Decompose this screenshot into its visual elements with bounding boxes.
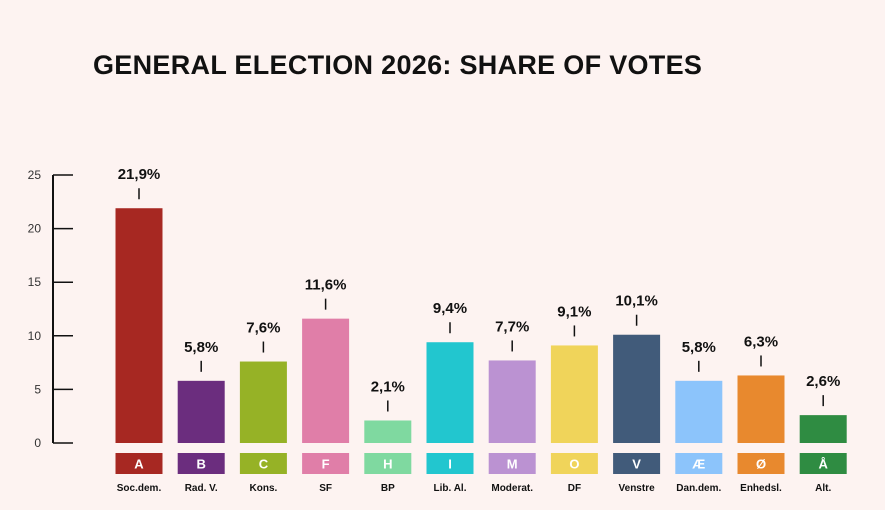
party-letter-box <box>364 453 412 474</box>
party-letter-box <box>675 453 723 474</box>
bar <box>426 342 474 443</box>
category-label: Rad. V. <box>185 483 218 494</box>
category-label: DF <box>568 483 581 494</box>
party-letter: M <box>507 457 518 472</box>
value-label: 5,8% <box>682 339 716 356</box>
party-letter-box <box>302 453 350 474</box>
bar <box>550 345 598 443</box>
category-label: Soc.dem. <box>117 483 162 494</box>
category-label: Lib. Al. <box>434 483 467 494</box>
party-letter-box <box>550 453 598 474</box>
value-label: 7,7% <box>495 318 529 335</box>
category-label: BP <box>381 483 395 494</box>
y-tick-label: 0 <box>34 436 41 450</box>
party-letter: O <box>569 457 579 472</box>
y-tick-label: 15 <box>28 275 42 289</box>
bar <box>239 361 287 443</box>
value-label: 2,6% <box>806 373 840 390</box>
bar <box>177 380 225 443</box>
chart-title: GENERAL ELECTION 2026: SHARE OF VOTES <box>93 50 703 80</box>
bar <box>737 375 785 443</box>
value-label: 10,1% <box>615 293 658 310</box>
party-letter-box <box>488 453 536 474</box>
bar <box>364 420 412 443</box>
y-tick-label: 10 <box>28 329 42 343</box>
party-letter: A <box>134 457 144 472</box>
category-label: Dan.dem. <box>676 483 721 494</box>
party-letter-box <box>239 453 287 474</box>
party-letter: F <box>322 457 330 472</box>
party-letter: C <box>259 457 269 472</box>
x-axis-labels: A Soc.dem. B Rad. V. C Kons. F SF H BP I Lib. Al. MM… <box>115 453 847 494</box>
party-letter-box <box>737 453 785 474</box>
party-letter: Æ <box>692 457 705 472</box>
y-axis: 0 5 10 15 20 25 <box>28 168 73 450</box>
party-letter: V <box>632 457 641 472</box>
value-label: 21,9% <box>118 166 161 183</box>
y-tick-label: 25 <box>28 168 42 182</box>
category-label: Kons. <box>250 483 278 494</box>
party-letter: Ø <box>756 457 766 472</box>
bar <box>115 208 163 443</box>
party-letter: B <box>197 457 206 472</box>
category-label: Alt. <box>815 483 831 494</box>
value-label: 2,1% <box>371 378 405 395</box>
bars <box>115 208 847 443</box>
category-label: Moderat. <box>491 483 533 494</box>
party-letter-box <box>613 453 661 474</box>
bar <box>302 318 350 443</box>
value-label: 11,6% <box>305 277 347 294</box>
party-letter: I <box>448 457 452 472</box>
value-label: 5,8% <box>184 339 218 356</box>
value-label: 9,1% <box>557 303 591 320</box>
value-label: 9,4% <box>433 300 467 317</box>
party-letter-box <box>115 453 163 474</box>
value-label: 6,3% <box>744 333 778 350</box>
party-letter: Å <box>819 457 829 472</box>
y-tick-label: 20 <box>28 222 42 236</box>
party-letter: H <box>383 457 392 472</box>
bar <box>675 380 723 443</box>
party-letter-box <box>426 453 474 474</box>
y-tick-label: 5 <box>34 382 41 396</box>
category-label: SF <box>319 483 332 494</box>
party-letter-box <box>177 453 225 474</box>
bar <box>613 334 661 443</box>
value-label: 7,6% <box>246 320 280 337</box>
bar <box>799 415 847 443</box>
category-label: Enhedsl. <box>740 483 782 494</box>
bar <box>488 360 536 443</box>
value-labels: 21,9% 5,8% 7,6% 11,6% 2,1% 9,4% 7,7% 9,1% 10,1% 5… <box>118 166 840 412</box>
party-letter-box <box>799 453 847 474</box>
category-label: Venstre <box>619 483 656 494</box>
